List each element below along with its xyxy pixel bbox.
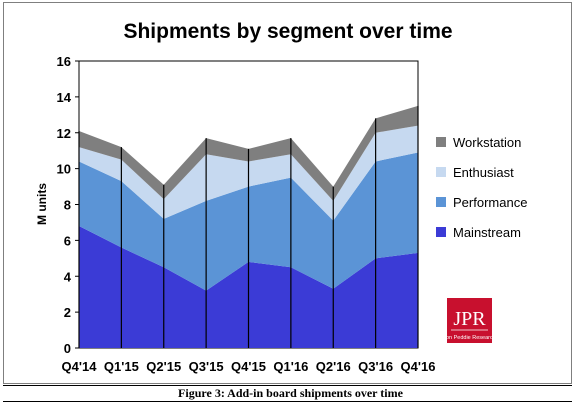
legend-label: Workstation xyxy=(453,135,521,150)
legend-swatch xyxy=(436,197,446,207)
y-tick-label: 2 xyxy=(64,305,71,320)
legend: Workstation Enthusiast Performance Mainstre… xyxy=(436,135,527,240)
y-tick-label: 10 xyxy=(57,162,71,177)
legend-swatch xyxy=(436,227,446,237)
caption-rule-top xyxy=(3,385,572,386)
legend-swatch xyxy=(436,167,446,177)
y-tick-label: 8 xyxy=(64,198,71,213)
legend-item-enthusiast: Enthusiast xyxy=(436,165,514,180)
legend-item-mainstream: Mainstream xyxy=(436,225,521,240)
x-tick-label: Q3'15 xyxy=(189,359,224,374)
logo-subtext: Jon Peddie Research xyxy=(443,335,496,341)
y-tick-label: 6 xyxy=(64,233,71,248)
y-tick-label: 16 xyxy=(57,54,71,69)
y-tick-label: 14 xyxy=(57,90,72,105)
x-tick-label: Q4'15 xyxy=(231,359,266,374)
x-tick-label: Q1'15 xyxy=(104,359,139,374)
figure-caption: Figure 3: Add-in board shipments over ti… xyxy=(178,386,403,400)
legend-label: Mainstream xyxy=(453,225,521,240)
legend-label: Performance xyxy=(453,195,527,210)
chart-title: Shipments by segment over time xyxy=(123,20,452,43)
x-tick-label: Q4'14 xyxy=(62,359,98,374)
legend-swatch xyxy=(436,137,446,147)
y-axis-label: M units xyxy=(35,183,49,225)
y-tick-label: 0 xyxy=(64,341,71,356)
logo-background xyxy=(447,298,492,343)
y-tick-label: 12 xyxy=(57,126,71,141)
legend-item-workstation: Workstation xyxy=(436,135,521,150)
plot-area: 0 2 4 6 8 10 12 14 16 Q4'14 Q1'15 Q2'15 Q3'15 Q4'15 Q1… xyxy=(57,54,436,374)
y-tick-label: 4 xyxy=(64,269,72,284)
jpr-logo: JPR Jon Peddie Research xyxy=(443,298,496,343)
x-tick-label: Q3'16 xyxy=(358,359,393,374)
x-tick-label: Q2'16 xyxy=(316,359,351,374)
x-tick-label: Q1'16 xyxy=(273,359,308,374)
x-tick-label: Q2'15 xyxy=(146,359,181,374)
caption-rule-bottom xyxy=(3,401,572,402)
legend-item-performance: Performance xyxy=(436,195,527,210)
x-tick-label: Q4'16 xyxy=(401,359,436,374)
legend-label: Enthusiast xyxy=(453,165,514,180)
logo-text: JPR xyxy=(453,308,486,330)
